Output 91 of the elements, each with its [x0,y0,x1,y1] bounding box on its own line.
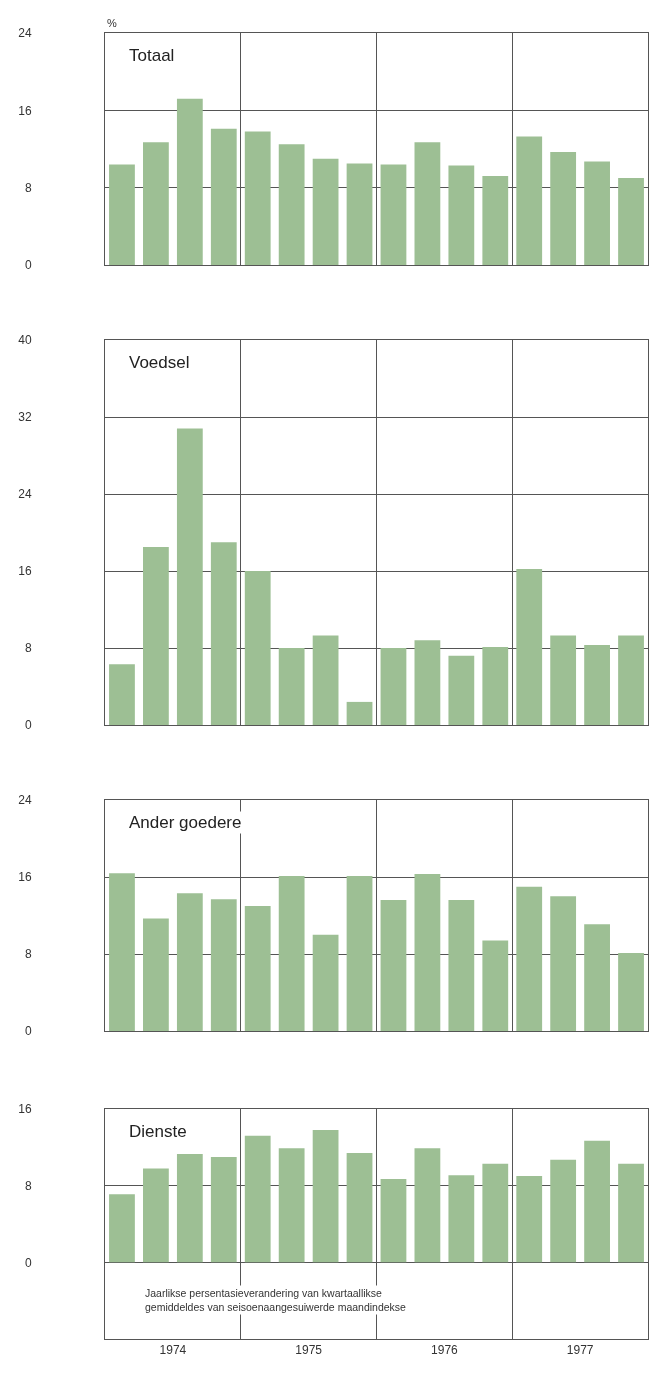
y-tick-label: 8 [24,947,32,962]
bar [143,918,169,1031]
y-tick-label: 0 [24,1024,32,1039]
text: Totaal [129,46,175,65]
bar [210,1156,237,1263]
y-tick-label: 24 [18,487,32,502]
bar [312,158,339,265]
y-tick-label: 0 [24,1255,32,1270]
bar [448,165,475,265]
bar [244,1135,271,1263]
bar [482,176,509,265]
bar [176,1154,203,1263]
bar [109,1194,135,1263]
y-tick-label: 8 [24,641,32,656]
bar [244,131,271,265]
bar [380,1178,407,1263]
y-tick-label: 40 [18,333,32,348]
y-tick-label: 32 [18,410,32,425]
bar [244,571,271,725]
bar [482,1163,509,1263]
bar [550,1159,577,1263]
bar [584,161,610,265]
bar [414,1148,441,1263]
bar [109,164,135,265]
bar [278,144,305,265]
x-tick-label: 1974 [159,1343,187,1358]
y-axis-title: % [107,17,117,29]
bar [516,569,543,725]
bar [244,905,271,1031]
bar [380,648,407,725]
bar [346,163,373,265]
bar [550,635,577,725]
bar [210,899,237,1031]
bar [176,893,203,1031]
bar [210,542,237,725]
text: Dienste [129,1122,187,1141]
bar [618,178,644,265]
bar [312,934,339,1031]
text: Voedsel [129,353,190,372]
bar [550,151,577,265]
bar [109,873,135,1031]
y-tick-label: 16 [18,564,32,579]
x-tick-label: 1975 [295,1343,323,1358]
x-tick-label: 1977 [566,1343,594,1358]
bar [584,1140,610,1263]
bar [210,128,237,265]
bar [109,664,135,725]
bar [143,1168,169,1263]
bar [346,1153,373,1263]
text: Ander goedere [129,813,242,832]
bar [176,98,203,265]
bar [278,1148,305,1263]
bar [143,142,169,265]
bar [312,1130,339,1263]
bar [516,886,543,1031]
y-tick-label: 16 [18,103,32,118]
bar [346,876,373,1031]
bar [414,874,441,1031]
bar [346,701,373,725]
bar [414,142,441,265]
bar [312,635,339,725]
bar [278,876,305,1031]
bar [516,1176,543,1263]
bar [278,648,305,725]
y-tick-label: 24 [18,26,32,41]
bar [584,645,610,725]
x-tick-label: 1976 [431,1343,459,1358]
bar [618,953,644,1031]
y-tick-label: 16 [18,870,32,885]
bar [448,900,475,1031]
y-tick-label: 8 [24,180,32,195]
bar [448,655,475,725]
bar [176,428,203,725]
bar [380,164,407,265]
y-tick-label: 24 [18,793,32,808]
y-tick-label: 0 [24,258,32,273]
annotation: Jaarlikse persentasieverandering van kwartaallikse gemiddeldes van seisoenaangesuiwerde maandindekse [145,1287,407,1313]
y-tick-label: 16 [18,1102,32,1117]
bar [516,136,543,265]
bar [482,647,509,725]
bar [618,1163,644,1263]
bar [380,900,407,1031]
bar [448,1175,475,1263]
bar [550,896,577,1031]
bar [414,640,441,725]
y-tick-label: 8 [24,1178,32,1193]
bar [482,940,509,1031]
bar [618,635,644,725]
bar [143,546,169,725]
bar [584,924,610,1031]
y-tick-label: 0 [24,718,32,733]
